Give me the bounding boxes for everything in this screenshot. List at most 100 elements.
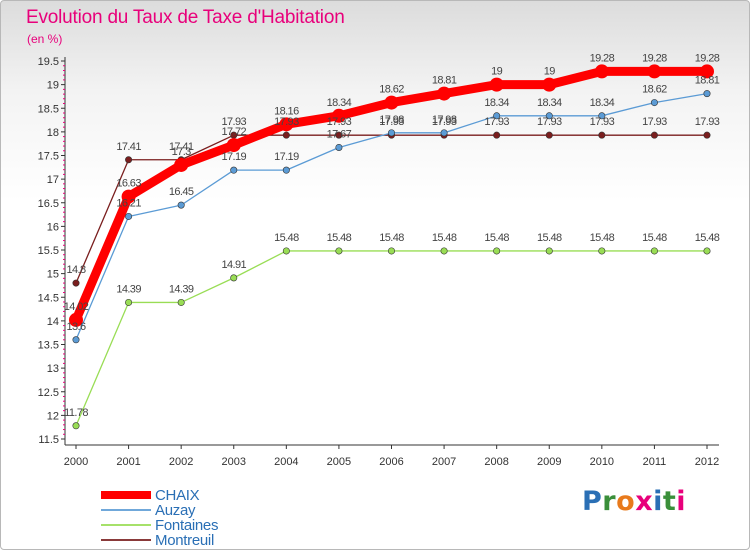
logo-letter: o (616, 486, 636, 517)
data-label-chaix: 17.72 (221, 126, 246, 138)
logo-letter: P (582, 486, 603, 517)
legend-label-auzay: Auzay (155, 502, 196, 519)
point-montreuil (335, 131, 343, 139)
data-label-chaix: 18.34 (327, 97, 352, 109)
data-label-fontaines: 15.48 (379, 232, 404, 244)
point-chaix (384, 95, 399, 110)
data-label-auzay: 18.81 (695, 75, 720, 87)
y-tick-label: 19 (47, 80, 59, 92)
point-auzay (230, 166, 238, 174)
data-label-fontaines: 15.48 (537, 232, 562, 244)
x-tick-label: 2001 (116, 456, 140, 468)
data-label-chaix: 18.62 (379, 84, 404, 96)
point-chaix (121, 189, 136, 204)
point-montreuil (545, 131, 553, 139)
data-label-montreuil: 17.93 (537, 116, 562, 128)
data-label-montreuil: 17.93 (484, 116, 509, 128)
x-tick-label: 2007 (432, 456, 456, 468)
x-tick-label: 2012 (695, 456, 719, 468)
point-auzay (493, 112, 501, 120)
data-label-montreuil: 17.93 (432, 116, 457, 128)
unit-label: (en %) (27, 32, 63, 46)
data-label-fontaines: 15.48 (327, 232, 352, 244)
x-tick-label: 2002 (169, 456, 193, 468)
data-label-auzay: 13.6 (66, 321, 85, 333)
y-tick-label: 15 (47, 269, 59, 281)
data-label-chaix: 17.3 (172, 146, 191, 158)
y-tick-label: 14 (47, 316, 59, 328)
data-label-auzay: 16.21 (116, 197, 141, 209)
data-label-chaix: 19 (491, 66, 503, 78)
data-label-chaix: 19 (544, 66, 556, 78)
y-tick-label: 16 (47, 221, 59, 233)
logo-letter: r (602, 486, 617, 517)
data-label-montreuil: 17.93 (642, 116, 667, 128)
chart-axes: 11.5 12 12.5 13 13.5 14 14.5 15 15.5 16 16.5 17 17.5… (38, 56, 720, 468)
data-label-fontaines: 14.39 (116, 283, 141, 295)
point-chaix (594, 64, 609, 79)
point-chaix (700, 64, 714, 79)
point-chaix (174, 157, 189, 172)
data-label-fontaines: 15.48 (274, 232, 299, 244)
x-tick-label: 2006 (379, 456, 403, 468)
point-auzay (703, 90, 711, 98)
point-montreuil (125, 156, 133, 164)
y-tick-label: 14.5 (38, 292, 59, 304)
data-label-fontaines: 15.48 (642, 232, 667, 244)
data-label-montreuil: 17.41 (116, 141, 141, 153)
logo-letter: x (635, 486, 654, 517)
point-auzay (387, 129, 395, 137)
x-tick-label: 2005 (327, 456, 351, 468)
y-tick-label: 15.5 (38, 245, 59, 257)
point-fontaines (440, 247, 448, 255)
series-points (69, 64, 714, 430)
legend-label-montreuil: Montreuil (155, 532, 214, 549)
y-tick-label: 17.5 (38, 151, 59, 163)
data-label-auzay: 17.98 (432, 114, 457, 126)
x-tick-label: 2009 (537, 456, 561, 468)
point-fontaines (598, 247, 606, 255)
logo-letter: i (653, 486, 663, 517)
series-line-fontaines (75, 250, 708, 427)
point-chaix (279, 117, 294, 132)
y-tick-label: 16.5 (38, 198, 59, 210)
point-auzay (545, 112, 553, 120)
point-chaix (647, 64, 662, 79)
point-fontaines (703, 247, 711, 255)
data-label-montreuil: 14.8 (66, 264, 85, 276)
data-label-auzay: 17.19 (221, 151, 246, 163)
y-tick-label: 19.5 (38, 56, 59, 68)
point-montreuil (650, 131, 658, 139)
data-label-fontaines: 15.48 (590, 232, 615, 244)
point-auzay (282, 166, 290, 174)
point-chaix (226, 138, 241, 153)
point-auzay (177, 201, 185, 209)
point-auzay (440, 129, 448, 137)
point-chaix (489, 77, 504, 92)
point-chaix (542, 77, 557, 92)
data-label-auzay: 18.34 (484, 97, 509, 109)
y-tick-label: 12 (47, 410, 59, 422)
point-auzay (650, 99, 658, 107)
point-montreuil (598, 131, 606, 139)
point-montreuil (703, 131, 711, 139)
data-label-fontaines: 14.91 (221, 259, 246, 271)
legend-label-chaix: CHAIX (155, 487, 200, 504)
data-label-montreuil: 17.93 (379, 116, 404, 128)
x-tick-label: 2000 (64, 456, 88, 468)
series-line-montreuil (75, 134, 708, 284)
point-fontaines (650, 247, 658, 255)
x-tick-label: 2008 (484, 456, 508, 468)
data-label-fontaines: 15.48 (695, 232, 720, 244)
data-label-montreuil: 17.41 (169, 141, 194, 153)
data-label-auzay: 18.62 (642, 84, 667, 96)
proxiti-logo: Proxiti (582, 486, 686, 517)
point-auzay (125, 212, 133, 220)
point-fontaines (545, 247, 553, 255)
point-auzay (598, 112, 606, 120)
data-label-montreuil: 17.93 (590, 116, 615, 128)
point-fontaines (177, 298, 185, 306)
point-montreuil (72, 279, 80, 287)
y-tick-label: 18 (47, 127, 59, 139)
